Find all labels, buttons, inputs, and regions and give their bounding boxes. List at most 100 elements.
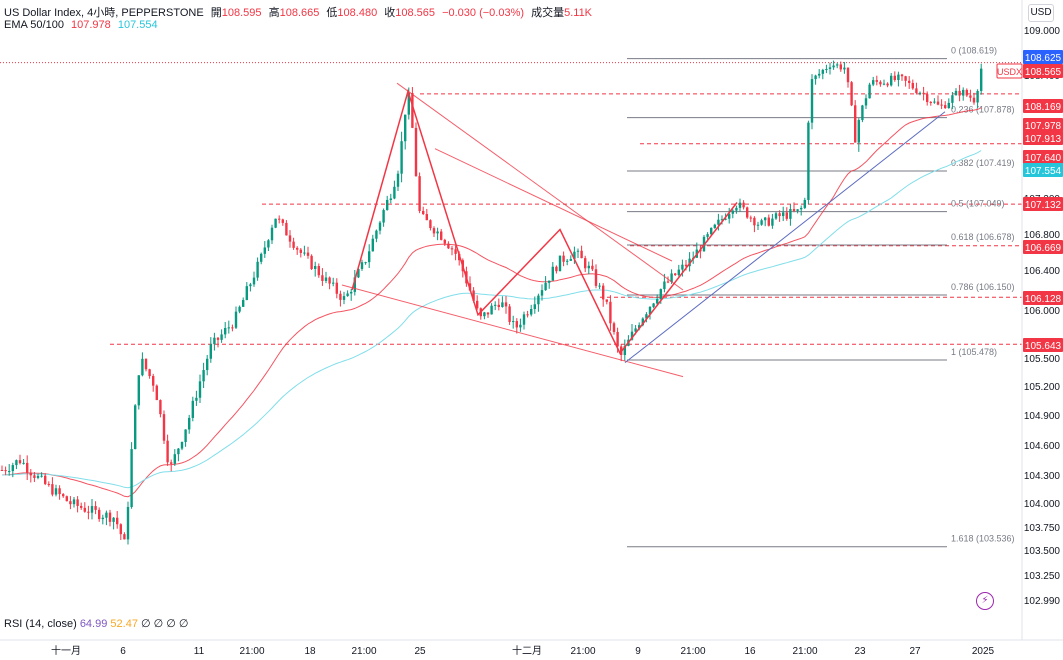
candle [346, 290, 349, 297]
candle-body [562, 255, 565, 262]
candle-body [386, 199, 389, 211]
fib-level-label: 0.5 (107.049) [951, 199, 1005, 209]
candle [29, 469, 32, 483]
candle [191, 396, 194, 422]
candle [980, 63, 983, 95]
currency-button[interactable]: USD [1028, 4, 1054, 22]
candle [890, 73, 893, 87]
candle [195, 390, 198, 406]
candle-body [407, 93, 410, 115]
candle [87, 505, 90, 520]
candle-body [256, 261, 259, 278]
symbol-title[interactable]: US Dollar Index, 4小時, PEPPERSTONE [4, 7, 204, 19]
candle-body [940, 104, 943, 106]
candle [900, 73, 904, 81]
candle-body [634, 328, 637, 332]
candle-body [508, 306, 511, 322]
candle [965, 88, 968, 97]
candle [155, 384, 158, 401]
candle-body [360, 262, 364, 269]
x-tick-label: 18 [304, 646, 316, 657]
candle [4, 466, 7, 476]
candle [512, 315, 515, 329]
candle [774, 212, 778, 220]
candle-body [278, 218, 281, 220]
x-tick-label: 16 [744, 646, 756, 657]
candle [18, 454, 22, 465]
candle [101, 514, 104, 525]
candle-body [879, 81, 882, 85]
candle-body [530, 308, 533, 315]
candle-body [861, 105, 864, 121]
candle-body [141, 358, 144, 376]
fib-level-label: 1 (105.478) [951, 347, 997, 357]
candle [918, 91, 922, 96]
x-tick-label: 27 [909, 646, 921, 657]
candle-body [908, 80, 911, 83]
candle [882, 79, 886, 86]
candle-body [519, 324, 522, 328]
horizontal-levels [0, 62, 1022, 345]
candle-body [735, 207, 738, 211]
candle-body [839, 64, 842, 70]
candle [893, 71, 896, 82]
candle [47, 481, 50, 487]
candle-body [490, 305, 493, 315]
candle [969, 89, 972, 102]
candle [494, 301, 497, 311]
candle-body [652, 303, 655, 307]
candle-body [8, 471, 11, 473]
candle-body [440, 231, 443, 240]
candle-body [54, 488, 58, 495]
candle [188, 414, 191, 434]
candle [533, 296, 536, 314]
candle-body [162, 414, 166, 441]
candle-body [483, 312, 486, 317]
lightning-icon[interactable]: ⚡ [976, 592, 994, 610]
candle [116, 511, 119, 529]
candle [846, 67, 850, 88]
candle-body [724, 218, 727, 220]
y-tick-label: 103.750 [1024, 523, 1061, 534]
candle [375, 229, 378, 243]
candle-body [504, 302, 508, 307]
candle-body [731, 210, 734, 214]
candle [584, 255, 587, 273]
candle-body [252, 277, 256, 285]
candle-body [872, 80, 875, 85]
candle [548, 280, 551, 289]
candle [602, 283, 605, 307]
candle-body [26, 462, 29, 473]
candle [274, 218, 277, 229]
candle [915, 82, 918, 95]
candle [515, 318, 518, 334]
rsi-legend[interactable]: RSI (14, close) 64.99 52.47 ∅ ∅ ∅ ∅ [4, 617, 189, 630]
candle [26, 455, 29, 481]
candle [292, 237, 295, 250]
candle-body [188, 417, 191, 430]
candle-body [522, 314, 526, 325]
ema-legend[interactable]: EMA 50/100 107.978 107.554 [4, 19, 162, 31]
candle-body [220, 334, 223, 340]
candle [504, 296, 508, 314]
candle [126, 501, 130, 545]
candle-body [368, 251, 371, 263]
candle [317, 263, 320, 278]
candle-body [411, 93, 414, 128]
candle [814, 74, 817, 85]
candle-body [357, 268, 360, 278]
candle-body [537, 295, 540, 305]
candle [371, 234, 374, 252]
candle-body [285, 222, 288, 236]
candle-body [375, 230, 378, 239]
price-label-text: 108.169 [1025, 102, 1062, 113]
chart-header: US Dollar Index, 4小時, PEPPERSTONE 開108.5… [4, 4, 596, 20]
channel-trendline [396, 82, 684, 291]
candle-body [267, 240, 270, 248]
candle-body [0, 470, 4, 471]
candle-body [818, 73, 821, 76]
candle [551, 262, 554, 281]
candle-body [922, 92, 925, 95]
candle [576, 248, 580, 259]
